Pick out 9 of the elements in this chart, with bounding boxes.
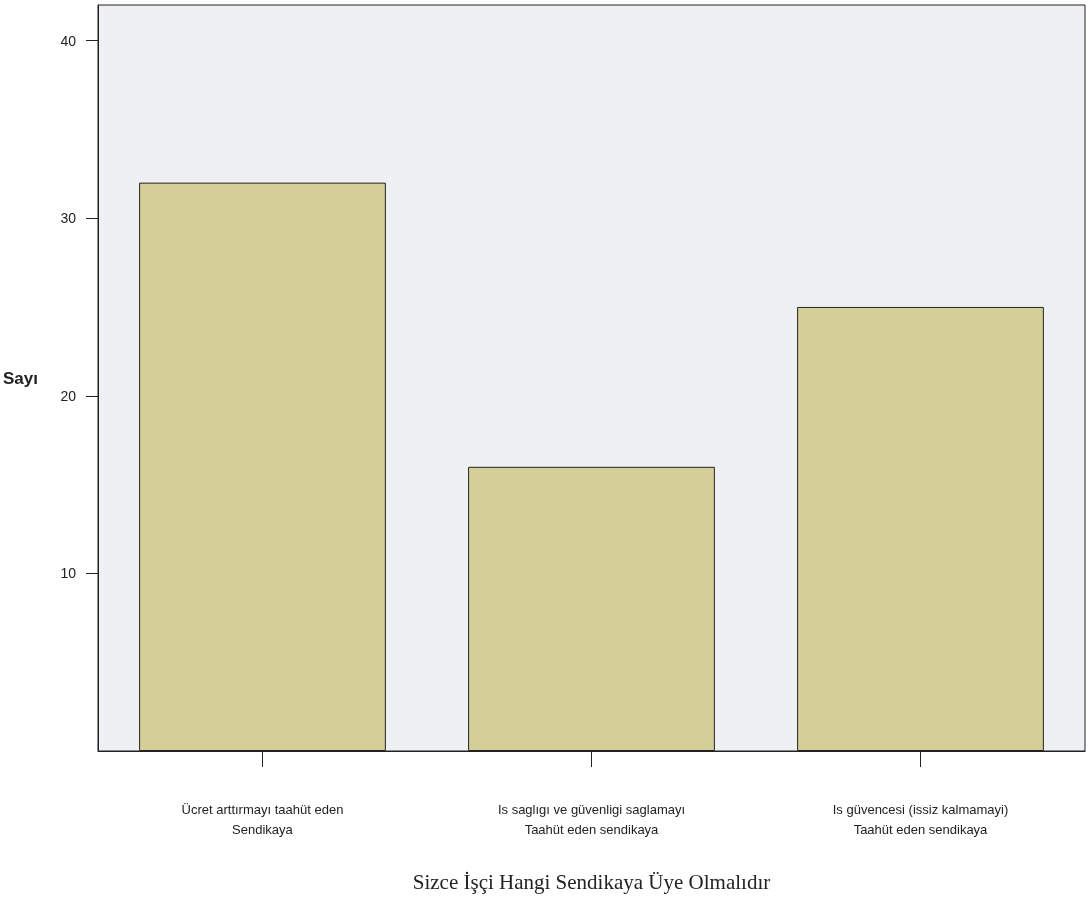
y-tick-label: 30 bbox=[60, 210, 77, 227]
y-tick-label: 20 bbox=[60, 387, 77, 404]
y-axis-title: Sayı bbox=[2, 368, 38, 388]
x-tick-label: Is güvencesi (issiz kalmamayi) Taahüt eden sendikaya bbox=[832, 801, 1009, 837]
x-tick-label: Ücret arttırmayı taahüt eden Sendikaya bbox=[181, 801, 344, 837]
y-tick-label: 40 bbox=[60, 32, 77, 49]
x-axis-title: Sizce İşçi Hangi Sendikaya Üye Olmalıdır bbox=[412, 869, 771, 894]
y-tick-label: 10 bbox=[60, 565, 77, 582]
x-tick-label: Is saglıgı ve güvenligi saglamayı Taahüt eden sendikaya bbox=[497, 801, 686, 837]
